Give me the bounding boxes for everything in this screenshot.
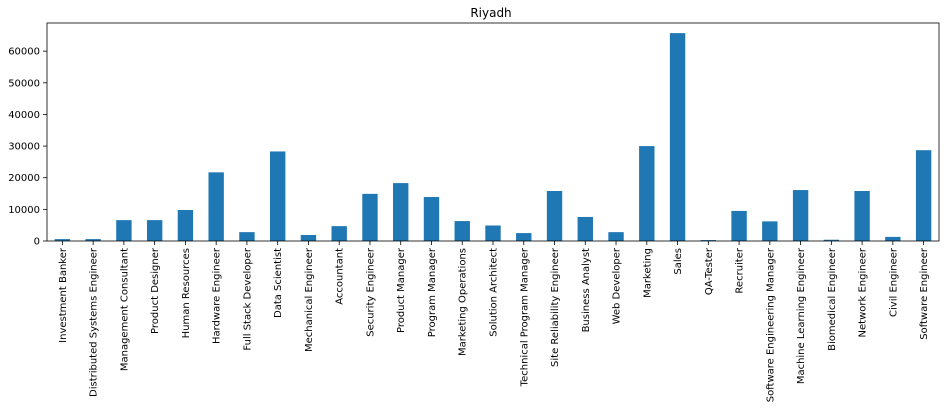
x-tick-label: Machine Learning Engineer bbox=[796, 247, 807, 384]
bar-site-reliability-engineer bbox=[546, 191, 563, 241]
x-tick-label: Business Analyst bbox=[581, 248, 592, 332]
x-tick-label: Civil Engineer bbox=[888, 247, 899, 317]
x-tick-label: QA-Tester bbox=[704, 247, 715, 295]
bar-biomedical-engineer bbox=[823, 239, 840, 241]
x-tick-label: Marketing Operations bbox=[458, 248, 469, 356]
x-tick-label: Software Engineering Manager bbox=[765, 247, 776, 402]
bar-product-manager bbox=[393, 183, 409, 241]
bar-sales bbox=[669, 33, 686, 242]
x-tick-label: Mechanical Engineer bbox=[304, 247, 315, 352]
x-tick-label: Human Resources bbox=[181, 248, 192, 338]
bar-accountant bbox=[331, 226, 347, 241]
y-tick-label: 30000 bbox=[8, 142, 40, 153]
bar-qa-tester bbox=[700, 240, 716, 241]
x-tick-label: Distributed Systems Engineer bbox=[89, 247, 100, 397]
bar-technical-program-manager bbox=[516, 233, 532, 241]
x-tick-label: Accountant bbox=[335, 248, 346, 305]
x-tick-label: Full Stack Developer bbox=[242, 247, 253, 350]
bar-solution-architect bbox=[485, 225, 501, 241]
x-tick-label: Technical Program Manager bbox=[519, 247, 530, 387]
bar-distributed-systems-engineer bbox=[85, 239, 101, 241]
x-tick-label: Hardware Engineer bbox=[212, 247, 223, 344]
bar-security-engineer bbox=[362, 193, 378, 241]
bar-recruiter bbox=[731, 210, 747, 241]
bar-hardware-engineer bbox=[208, 172, 224, 241]
x-tick-label: Site Reliability Engineer bbox=[550, 247, 561, 367]
x-tick-label: Web Developer bbox=[612, 247, 623, 324]
x-tick-label: Product Designer bbox=[150, 247, 161, 334]
bar-marketing-operations bbox=[454, 221, 470, 241]
bar-machine-learning-engineer bbox=[792, 190, 809, 241]
x-tick-label: Program Manager bbox=[427, 247, 438, 337]
x-tick-label: Software Engineer bbox=[919, 247, 930, 340]
bar-human-resources bbox=[177, 209, 194, 241]
x-tick-label: Product Manager bbox=[396, 247, 407, 333]
bar-software-engineer bbox=[915, 150, 932, 241]
bar-product-designer bbox=[146, 220, 163, 241]
x-tick-label: Marketing bbox=[642, 248, 653, 298]
bar-network-engineer bbox=[854, 191, 870, 241]
chart-title: Riyadh bbox=[470, 6, 511, 20]
bar-web-developer bbox=[608, 232, 624, 241]
x-tick-label: Recruiter bbox=[735, 247, 746, 293]
x-tick-label: Security Engineer bbox=[365, 247, 376, 337]
x-tick-label: Sales bbox=[673, 248, 684, 275]
bar-mechanical-engineer bbox=[300, 234, 317, 241]
y-tick-label: 40000 bbox=[8, 110, 40, 121]
bar-full-stack-developer bbox=[239, 232, 255, 241]
bar-business-analyst bbox=[577, 216, 593, 241]
x-tick-label: Data Scientist bbox=[273, 248, 284, 318]
x-tick-label: Network Engineer bbox=[858, 247, 869, 337]
bar-investment-banker bbox=[54, 239, 71, 241]
x-tick-label: Solution Architect bbox=[489, 248, 500, 337]
y-tick-label: 60000 bbox=[8, 47, 40, 58]
x-tick-label: Management Consultant bbox=[119, 248, 130, 371]
y-tick-label: 20000 bbox=[8, 173, 40, 184]
x-tick-label: Biomedical Engineer bbox=[827, 247, 838, 351]
y-tick-label: 50000 bbox=[8, 78, 40, 89]
bar-data-scientist bbox=[270, 151, 286, 241]
y-tick-label: 0 bbox=[34, 237, 40, 248]
bar-marketing bbox=[639, 146, 655, 241]
bar-civil-engineer bbox=[885, 236, 901, 241]
x-tick-label: Investment Banker bbox=[58, 247, 69, 343]
bar-management-consultant bbox=[116, 220, 132, 241]
bar-software-engineering-manager bbox=[762, 221, 778, 241]
bar-program-manager bbox=[423, 197, 440, 241]
y-tick-label: 10000 bbox=[8, 205, 40, 216]
